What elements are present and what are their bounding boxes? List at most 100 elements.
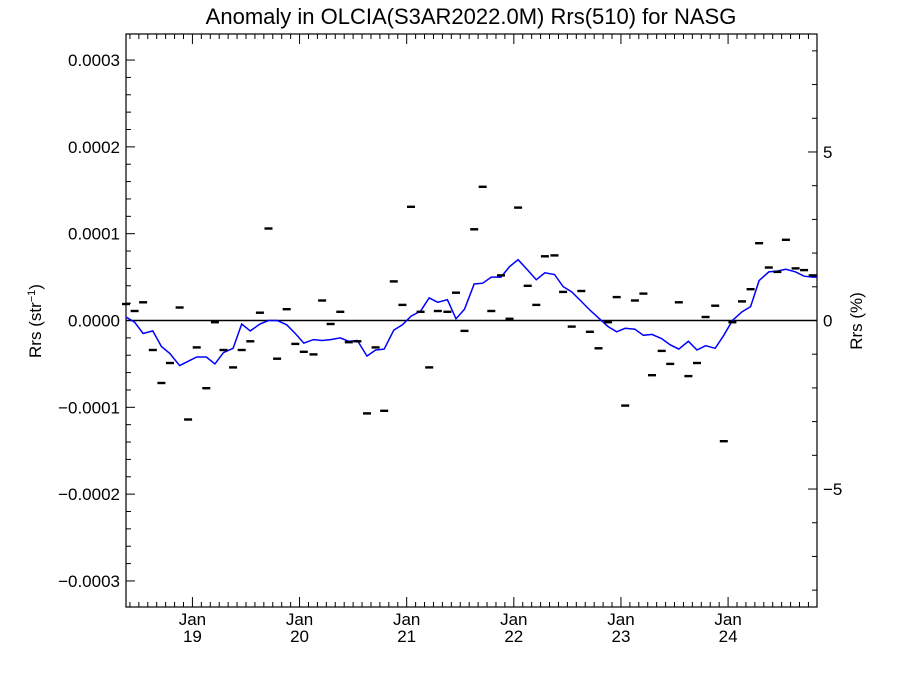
left-tick-label: 0.0001 xyxy=(68,225,120,244)
y-axis-label-left: Rrs (str−1) xyxy=(26,284,45,358)
trend-line xyxy=(125,258,817,367)
data-point xyxy=(318,299,327,302)
data-point xyxy=(773,270,782,274)
data-point xyxy=(229,366,238,369)
left-tick-label: −0.0002 xyxy=(58,485,120,504)
data-point xyxy=(532,303,541,307)
y-axis-label-left-sup: −1 xyxy=(26,290,38,303)
data-point xyxy=(344,341,353,344)
data-point xyxy=(791,267,800,270)
y-axis-label-right: Rrs (%) xyxy=(847,292,866,350)
data-point xyxy=(139,301,148,304)
data-point xyxy=(264,227,273,230)
data-point xyxy=(585,330,594,333)
data-point xyxy=(363,412,371,415)
data-point xyxy=(460,329,469,333)
data-point xyxy=(577,289,586,293)
data-point xyxy=(165,361,174,365)
data-point xyxy=(219,348,228,352)
data-point xyxy=(693,361,701,365)
x-tick-month: Jan xyxy=(393,610,420,629)
left-tick-label: −0.0003 xyxy=(58,572,120,591)
data-point xyxy=(148,348,157,352)
data-point xyxy=(764,266,773,269)
data-point xyxy=(273,357,282,360)
left-tick-label: 0.0003 xyxy=(68,51,120,70)
scatter-points xyxy=(122,185,817,443)
data-point xyxy=(398,303,407,307)
x-tick-month: Jan xyxy=(714,610,741,629)
data-point xyxy=(648,374,656,377)
data-point xyxy=(380,409,389,412)
data-point xyxy=(711,304,720,307)
x-tick-month: Jan xyxy=(179,610,206,629)
data-point xyxy=(202,387,211,390)
data-point xyxy=(255,311,264,314)
data-point xyxy=(299,350,308,353)
left-tick-label: 0.0000 xyxy=(68,312,120,331)
left-tick-label: −0.0001 xyxy=(58,398,120,417)
data-point xyxy=(184,418,193,421)
data-point xyxy=(701,315,710,319)
data-point xyxy=(674,301,683,304)
data-point xyxy=(738,300,746,303)
data-point xyxy=(416,310,425,313)
data-point xyxy=(808,274,817,277)
data-point xyxy=(755,242,764,245)
data-point xyxy=(487,309,496,313)
left-axis-ticks: 0.0003 0.0002 0.0001 0.0000 −0.0001 −0.0002 −0… xyxy=(58,51,135,591)
data-point xyxy=(800,268,809,272)
right-tick-label: 0 xyxy=(823,312,832,331)
data-point xyxy=(719,440,728,443)
data-point xyxy=(540,255,549,258)
data-point xyxy=(746,288,755,291)
data-point xyxy=(371,346,380,349)
data-point xyxy=(389,280,398,283)
x-tick-month: Jan xyxy=(500,610,527,629)
data-point xyxy=(604,321,613,324)
data-point xyxy=(684,374,693,378)
data-point xyxy=(621,404,630,407)
data-point xyxy=(157,381,166,385)
data-point xyxy=(407,205,415,208)
x-tick-year: 21 xyxy=(397,627,416,646)
data-point xyxy=(246,340,255,343)
x-tick-month: Jan xyxy=(286,610,313,629)
x-tick-year: 22 xyxy=(504,627,523,646)
data-point xyxy=(630,299,639,302)
data-point xyxy=(452,291,460,294)
data-point xyxy=(353,340,362,343)
data-point xyxy=(282,308,291,311)
x-tick-year: 24 xyxy=(719,627,738,646)
data-point xyxy=(291,342,300,346)
data-point xyxy=(336,310,345,313)
data-point xyxy=(443,310,452,313)
x-tick-year: 19 xyxy=(183,627,202,646)
data-point xyxy=(433,309,442,313)
data-point xyxy=(122,302,130,306)
data-point xyxy=(612,295,621,299)
data-point xyxy=(550,254,559,257)
x-tick-year: 20 xyxy=(290,627,309,646)
data-point xyxy=(594,347,603,350)
y-axis-label-left-close: ) xyxy=(26,284,45,290)
data-point xyxy=(210,321,219,324)
right-tick-label: 5 xyxy=(823,143,832,162)
data-point xyxy=(567,325,576,328)
y-axis-label-left-base: Rrs (str xyxy=(26,302,45,358)
data-point xyxy=(478,185,487,188)
left-tick-label: 0.0002 xyxy=(68,138,120,157)
data-point xyxy=(192,346,201,349)
right-axis-ticks: 5 0 −5 xyxy=(808,50,842,591)
data-point xyxy=(639,292,648,295)
data-point xyxy=(523,284,532,287)
data-point xyxy=(470,228,479,231)
data-point xyxy=(175,306,184,309)
data-point xyxy=(514,206,523,209)
data-point xyxy=(497,274,505,277)
chart-title: Anomaly in OLCIA(S3AR2022.0M) Rrs(510) f… xyxy=(206,4,737,29)
data-point xyxy=(666,362,675,366)
data-point xyxy=(505,317,514,320)
data-point xyxy=(130,309,139,313)
